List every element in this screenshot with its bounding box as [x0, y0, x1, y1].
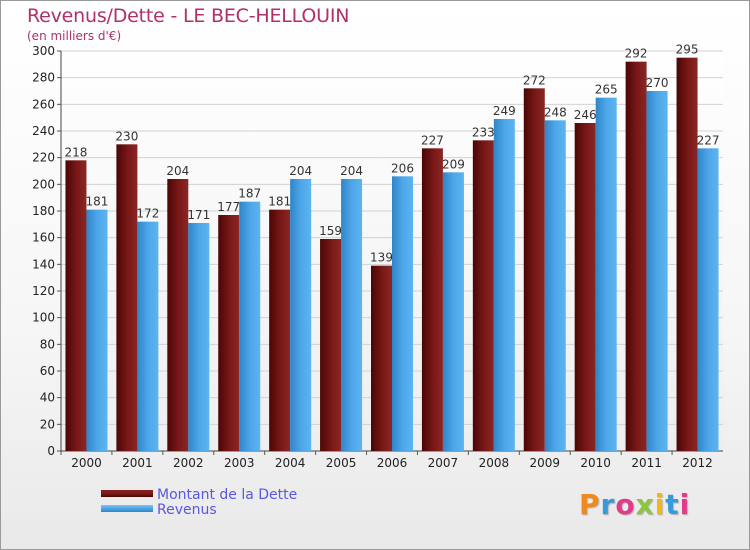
bar-revenus-2005	[341, 179, 363, 451]
data-label-dette: 181	[268, 195, 291, 209]
legend-label-revenus: Revenus	[157, 502, 217, 518]
data-label-dette: 230	[115, 129, 138, 143]
x-tick-label: 2006	[377, 456, 408, 470]
bar-revenus-2009	[544, 120, 566, 451]
bar-dette-2011	[625, 61, 647, 452]
data-label-dette: 292	[625, 47, 648, 61]
x-tick-label: 2002	[173, 456, 204, 470]
y-tick-label: 200	[32, 177, 55, 191]
bar-dette-2009	[523, 88, 545, 451]
bar-revenus-2002	[188, 223, 210, 451]
y-tick-label: 240	[32, 124, 55, 138]
data-label-dette: 218	[65, 145, 88, 159]
data-label-revenus: 204	[289, 164, 312, 178]
data-label-revenus: 265	[595, 83, 618, 97]
x-tick-label: 2007	[428, 456, 459, 470]
bar-revenus-2012	[697, 148, 719, 452]
x-tick-label: 2003	[224, 456, 255, 470]
logo-letter: x	[635, 488, 655, 521]
y-tick-label: 180	[32, 204, 55, 218]
data-label-dette: 233	[472, 125, 495, 139]
bar-revenus-2006	[392, 176, 413, 452]
y-tick-label: 40	[40, 391, 55, 405]
x-tick-label: 2000	[71, 456, 102, 470]
data-label-revenus: 204	[340, 164, 363, 178]
bar-dette-2000	[65, 160, 87, 452]
bar-revenus-2010	[595, 97, 617, 452]
logo-letter: P	[579, 488, 601, 521]
bar-dette-2004	[269, 209, 291, 451]
data-label-revenus: 209	[442, 157, 465, 171]
data-label-revenus: 187	[238, 187, 261, 201]
data-label-revenus: 172	[136, 207, 159, 221]
bar-dette-2008	[472, 140, 494, 452]
data-label-revenus: 227	[697, 133, 720, 147]
x-tick-label: 2010	[580, 456, 611, 470]
logo-letter: t	[665, 488, 680, 521]
y-tick-label: 0	[47, 444, 55, 458]
bar-revenus-2000	[86, 209, 108, 451]
data-label-dette: 272	[523, 73, 546, 87]
bar-revenus-2007	[442, 172, 464, 452]
y-tick-label: 20	[40, 417, 55, 431]
data-label-dette: 227	[421, 133, 444, 147]
logo-letter: i	[679, 488, 691, 521]
bar-revenus-2008	[493, 119, 515, 451]
bar-revenus-2001	[137, 221, 159, 451]
data-label-dette: 246	[574, 108, 597, 122]
proxiti-logo: Proxiti	[579, 488, 690, 521]
x-tick-label: 2008	[479, 456, 510, 470]
logo-letter: i	[654, 488, 666, 521]
data-label-dette: 139	[370, 251, 393, 265]
bar-dette-2003	[218, 215, 240, 451]
logo-letter: r	[600, 488, 616, 521]
data-label-revenus: 206	[391, 161, 414, 175]
y-tick-label: 260	[32, 97, 55, 111]
data-label-dette: 204	[166, 164, 189, 178]
y-tick-label: 140	[32, 257, 55, 271]
data-label-revenus: 249	[493, 104, 516, 118]
x-tick-label: 2011	[631, 456, 662, 470]
bar-revenus-2004	[290, 179, 312, 451]
y-tick-label: 220	[32, 151, 55, 165]
logo-letter: o	[615, 488, 636, 521]
bar-dette-2012	[676, 57, 698, 452]
x-tick-label: 2005	[326, 456, 357, 470]
x-tick-label: 2009	[529, 456, 560, 470]
y-tick-label: 60	[40, 364, 55, 378]
y-tick-label: 120	[32, 284, 55, 298]
chart-title: Revenus/Dette - LE BEC-HELLOUIN	[27, 5, 350, 27]
data-label-dette: 295	[676, 43, 699, 57]
y-tick-label: 80	[40, 337, 55, 351]
x-tick-label: 2012	[682, 456, 713, 470]
bar-dette-2007	[421, 148, 443, 452]
y-tick-label: 300	[32, 44, 55, 58]
data-label-revenus: 270	[646, 76, 669, 90]
data-label-revenus: 248	[544, 105, 567, 119]
chart-subtitle: (en milliers d'€)	[27, 29, 122, 43]
bar-revenus-2003	[239, 201, 261, 451]
data-label-dette: 159	[319, 224, 342, 238]
bar-revenus-2011	[646, 91, 668, 451]
y-tick-label: 280	[32, 71, 55, 85]
data-label-revenus: 171	[187, 208, 210, 222]
bar-dette-2001	[116, 144, 138, 452]
legend-label-dette: Montant de la Dette	[157, 487, 298, 503]
legend-swatch-revenus	[101, 505, 153, 512]
x-tick-label: 2001	[122, 456, 153, 470]
data-label-dette: 177	[217, 200, 240, 214]
bar-dette-2002	[167, 179, 189, 451]
bar-dette-2006	[371, 265, 392, 451]
legend-swatch-dette	[101, 490, 153, 497]
bar-dette-2005	[320, 239, 342, 451]
bar-dette-2010	[574, 123, 596, 451]
x-tick-label: 2004	[275, 456, 306, 470]
y-tick-label: 160	[32, 231, 55, 245]
data-label-revenus: 181	[86, 195, 109, 209]
y-tick-label: 100	[32, 311, 55, 325]
